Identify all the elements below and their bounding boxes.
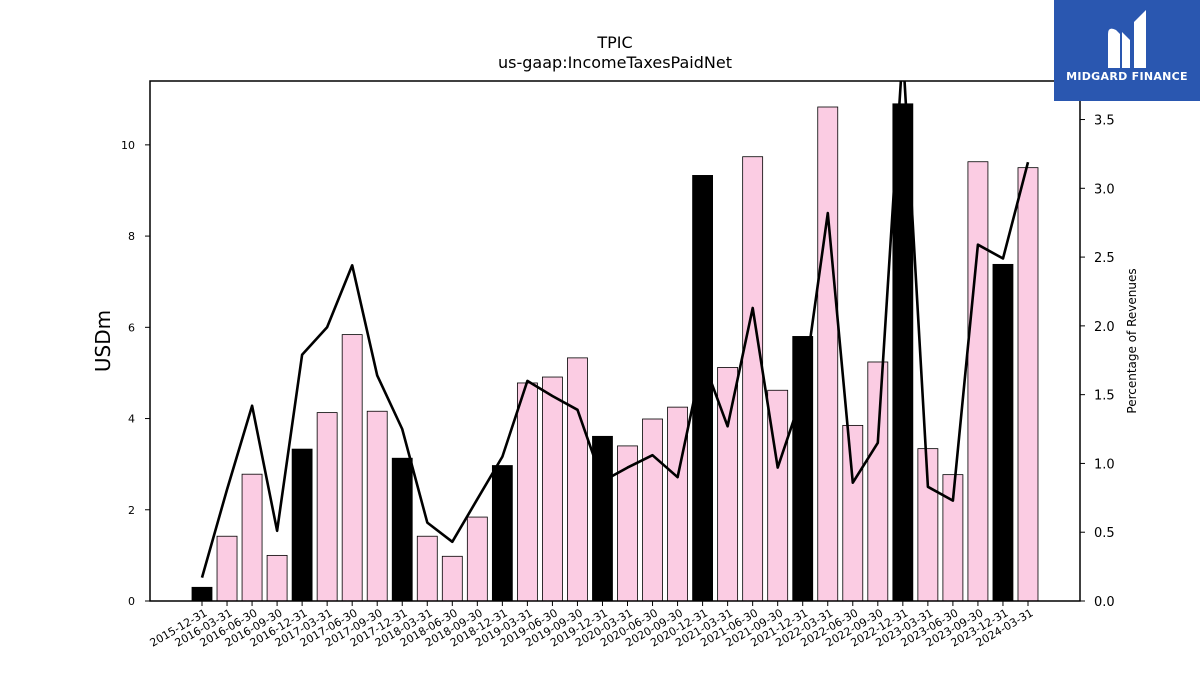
midgard-logo-icon	[1108, 10, 1146, 69]
bar-2018-06-30	[441, 555, 463, 602]
y-right-tick-label: 2.0	[1094, 320, 1115, 335]
bar-2019-09-30	[567, 357, 588, 602]
bar-2023-12-31	[992, 263, 1014, 602]
bar-2020-03-31	[617, 445, 638, 602]
bar-2016-06-30	[241, 473, 263, 602]
bar-2020-06-30	[642, 418, 663, 602]
bar-2016-03-31	[216, 535, 238, 602]
chart-title: TPIC	[596, 33, 632, 52]
bar-2022-03-31	[817, 106, 839, 602]
bar-2016-09-30	[266, 554, 288, 602]
y-right-tick-label: 0.5	[1094, 526, 1115, 541]
y-left-tick-label: 8	[128, 230, 135, 243]
y-left-tick-label: 6	[128, 321, 135, 334]
bar-2018-03-31	[416, 535, 438, 602]
y-right-tick-label: 2.5	[1094, 251, 1115, 266]
chart-subtitle: us-gaap:IncomeTaxesPaidNet	[498, 53, 732, 72]
bar-2019-06-30	[542, 376, 563, 602]
bar-2019-03-31	[516, 382, 538, 602]
line-layer	[200, 81, 1030, 578]
percentage-line	[200, 81, 1030, 578]
bars-group	[191, 103, 1039, 602]
midgard-logo: MIDGARD FINANCE	[1054, 0, 1200, 101]
bar-2018-12-31	[491, 465, 513, 602]
y-axis-label-left: USDm	[91, 310, 115, 372]
bar-2017-03-31	[316, 412, 338, 602]
bar-2017-09-30	[366, 410, 388, 602]
y-left-tick-label: 0	[128, 595, 135, 608]
bar-2024-03-31	[1017, 167, 1039, 602]
bar-2018-09-30	[466, 516, 488, 602]
bar-2020-09-30	[667, 406, 688, 602]
y-right-tick-label: 1.0	[1094, 457, 1115, 472]
y-right-tick-label: 1.5	[1094, 389, 1115, 404]
y-axis-label-right: Percentage of Revenues	[1125, 268, 1139, 413]
bar-2022-06-30	[842, 424, 864, 602]
bar-2021-03-31	[717, 367, 739, 602]
bar-2017-06-30	[341, 334, 363, 602]
y-axis-left: 0 2 4 6 8 10	[121, 139, 150, 608]
y-right-tick-label: 3.5	[1094, 114, 1115, 129]
logo-text: MIDGARD FINANCE	[1066, 70, 1188, 83]
plot-frame	[149, 80, 1081, 602]
bar-2016-12-31	[291, 448, 313, 602]
y-right-tick-label: 3.0	[1094, 182, 1115, 197]
bar-2015-12-31	[191, 586, 213, 602]
bar-2021-12-31	[792, 336, 814, 602]
bar-2021-06-30	[742, 156, 764, 602]
y-left-tick-label: 2	[128, 504, 135, 517]
x-axis: 2015-12-312016-03-312016-06-302016-09-30…	[148, 601, 1035, 650]
bar-2023-09-30	[967, 161, 989, 602]
y-axis-right: 0.0 0.5 1.0 1.5 2.0 2.5 3.0 3.5	[1080, 114, 1115, 610]
bar-2017-12-31	[391, 457, 413, 602]
y-left-tick-label: 4	[128, 413, 135, 426]
y-left-tick-label: 10	[121, 139, 135, 152]
y-right-tick-label: 0.0	[1094, 595, 1115, 610]
bar-2022-09-30	[867, 361, 889, 602]
